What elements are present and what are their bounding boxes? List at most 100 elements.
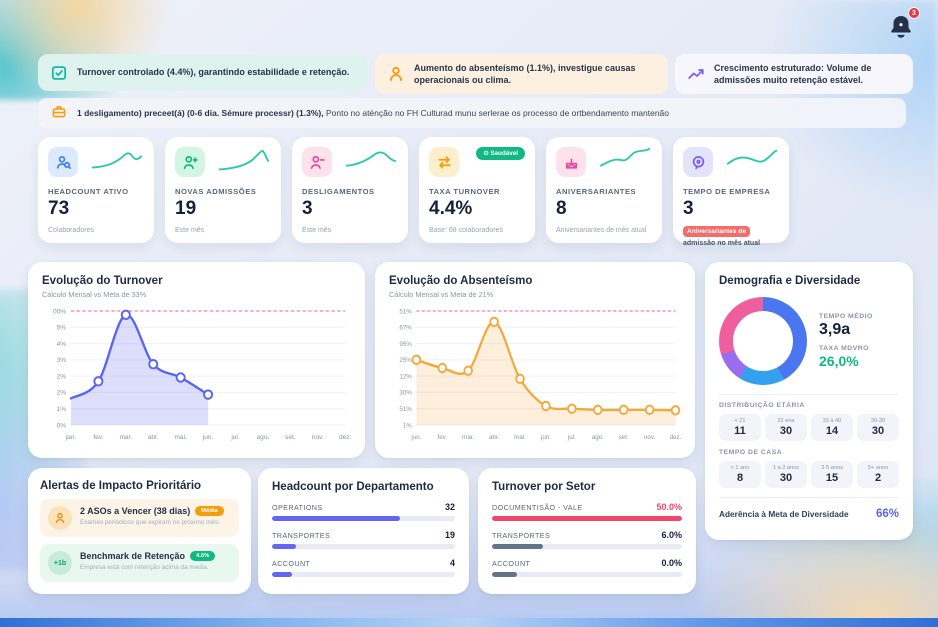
bar-label: TRANSPORTES [492,531,551,540]
bar-fill [492,516,682,521]
kpi-label: DESLIGAMENTOS [302,187,375,196]
bar-label: OPERATIONS [272,503,323,512]
svg-text:2%: 2% [57,390,67,397]
svg-text:fev.: fev. [93,434,103,441]
person-plus-icon [175,147,205,177]
kpi-value: 3 [683,198,694,219]
age-distribution-tiles: < 21 11 22 ena 30 33 à 40 14 30-30 30 [719,414,899,441]
kpi-card-tempo-de-empresa[interactable]: TEMPO DE EMPRESA 3 Aniversariantes de adm… [673,137,789,247]
kpi-card-novas-admiss-es[interactable]: NOVAS ADMISSÕES 19 Este mês [165,137,281,243]
kpi-sublabel: Este mês [302,227,332,234]
status-banner-1: Aumento do absenteísmo (1.1%), investigu… [375,54,668,95]
svg-text:fev.: fev. [438,434,448,441]
bar-value: 4 [449,558,455,568]
svg-text:dez.: dez. [670,434,681,441]
bar-label: ACCOUNT [272,559,311,568]
kpi-sublabel: Base: 68 colaboradores [429,227,503,234]
notifications-bell-button[interactable]: 3 [884,7,920,44]
bar-track [492,544,682,549]
person-minus-icon [302,147,332,177]
age-distribution-label: DISTRIBUIÇÃO ETÁRIA [719,402,805,409]
svg-text:ago.: ago. [257,434,270,441]
svg-text:30%: 30% [399,390,412,397]
ticker-text: 1 desligamento) preceet(á) (0-6 dia. Sém… [77,108,670,118]
status-banner-0: Turnover controlado (4.4%), garantindo e… [38,54,368,91]
svg-text:dez.: dez. [339,434,351,441]
tenure-tile: < 1 ano 8 [719,461,761,488]
svg-text:jun.: jun. [540,434,551,441]
kpi-value: 19 [175,198,197,219]
absenteeism-chart-title: Evolução do Absenteísmo [389,275,533,287]
svg-text:51%: 51% [399,406,412,413]
absenteeism-chart-subtitle: Cálculo Mensal vs Meta de 21% [389,290,494,299]
svg-text:mar.: mar. [119,434,132,441]
svg-text:ago.: ago. [592,434,604,441]
tile-value: 2 [874,472,882,484]
kpi-card-desligamentos[interactable]: DESLIGAMENTOS 3 Este mês [292,137,408,243]
svg-text:2%: 2% [57,373,67,380]
sparkline-icon [345,151,397,167]
rate-value: 26,0% [819,353,859,369]
svg-text:nov.: nov. [312,434,324,441]
bar-row: ACCOUNT 4 [272,558,455,577]
briefcase-icon [51,104,67,122]
alert-item[interactable]: +1b Benchmark de Retenção 4.6% Empresa e… [40,544,239,582]
tile-value: 30 [871,425,885,437]
absenteeism-chart-card: Evolução do Absenteísmo Cálculo Mensal v… [375,262,695,458]
status-banner-text: Turnover controlado (4.4%), garantindo e… [77,67,350,78]
bar-fill [492,572,517,577]
alert-badge: Média [195,506,224,516]
chat-icon [683,147,713,177]
svg-text:mai.: mai. [514,434,526,441]
age-tile: 33 à 40 14 [811,414,853,441]
kpi-card-row: HEADCOUNT ATIVO 73 Colaboradores NOVAS AD… [38,137,789,247]
kpi-red-badge: Aniversariantes de [683,226,751,237]
tile-label: 22 ena [777,418,795,424]
donut-hole [733,311,793,371]
bar-label: ACCOUNT [492,559,531,568]
svg-text:25%: 25% [399,357,412,364]
status-banner-2: Crescimento estruturado: Volume de admis… [675,54,913,95]
kpi-label: HEADCOUNT ATIVO [48,187,129,196]
absenteeism-line-chart: 51% 67% 95% 25% 12% 30% 51% 1% jun. fev. mar. abr. m… [399,308,681,441]
alert-item[interactable]: 2 ASOs a Vencer (38 dias) Média Exames p… [40,499,239,537]
svg-text:jan.: jan. [65,434,77,441]
bar-value: 6.0% [661,530,682,540]
bar-row: OPERATIONS 32 [272,502,455,521]
bar-fill [272,572,293,577]
svg-text:abr.: abr. [148,434,159,441]
svg-text:jul.: jul. [230,434,240,441]
avg-tenure-label: TEMPO MÉDIO [819,313,873,320]
kpi-card-taxa-turnover[interactable]: ⊙ Saudável TAXA TURNOVER 4.4% Base: 68 co… [419,137,535,243]
demography-donut-chart [719,297,807,385]
bar-track [272,544,455,549]
bar-track [492,572,682,577]
alert-title: 2 ASOs a Vencer (38 dias) [80,506,191,516]
svg-text:67%: 67% [399,324,412,331]
tile-value: 14 [825,425,839,437]
bar-row: ACCOUNT 0.0% [492,558,682,577]
bar-track [272,572,455,577]
svg-text:00%: 00% [53,308,66,315]
kpi-sublabel: admissão no mês atual [683,240,761,247]
alert-badge: 4.6% [190,551,216,561]
kpi-sublabel: Aniversariantes de mês atual [556,227,647,234]
alert-title: Benchmark de Retenção [80,551,186,561]
svg-text:12%: 12% [399,373,412,380]
kpi-card-headcount-ativo[interactable]: HEADCOUNT ATIVO 73 Colaboradores [38,137,154,243]
bar-label: TRANSPORTES [272,531,331,540]
svg-text:1%: 1% [57,406,67,413]
sector-bars: DOCUMENTISÃO - VALE 50.0% TRANSPORTES 6.… [492,502,682,577]
kpi-sublabel: Colaboradores [48,227,94,234]
alert-description: Exames periódicos que expiram no próximo… [80,519,220,526]
kpi-card-aniversariantes[interactable]: ANIVERSARIANTES 8 Aniversariantes de mês … [546,137,662,243]
bar-value: 19 [444,530,455,540]
bar-fill [272,544,296,549]
priority-alerts-title: Alertas de Impacto Prioritário [40,480,202,492]
rate-label: TAXA MDVRO [819,345,869,352]
svg-text:jul.: jul. [567,434,576,441]
svg-text:abr.: abr. [489,434,500,441]
svg-text:set.: set. [285,434,296,441]
bell-icon [891,15,911,38]
age-tile: 30-30 30 [857,414,899,441]
